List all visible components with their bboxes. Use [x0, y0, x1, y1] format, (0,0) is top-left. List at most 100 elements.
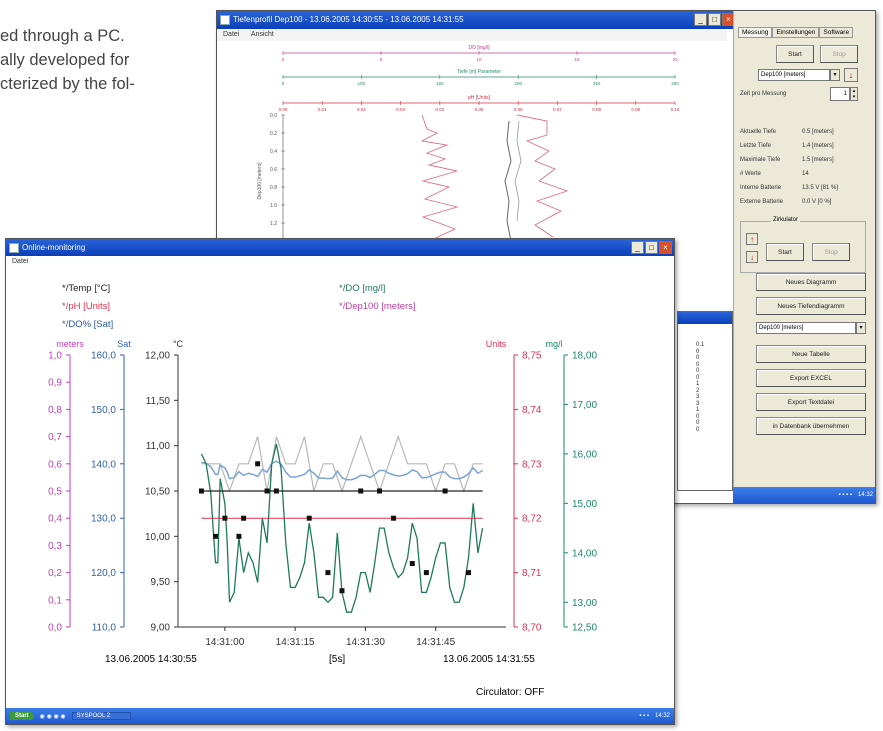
paragraph-line-2: ally developed for: [0, 48, 129, 72]
top-axis-tick-label: 0.04: [435, 107, 444, 112]
ph-axis-tick-label: 8,71: [522, 568, 542, 579]
start-button[interactable]: Start: [10, 712, 34, 720]
temp-axis-tick-label: 12,00: [145, 351, 170, 362]
dep-axis-tick-label: 0,5: [48, 487, 62, 498]
tray-icons: ▪ ▪ ▪ ▪: [838, 492, 852, 498]
info-label: Externe Batterie: [740, 199, 783, 205]
temp-axis-tick-label: 10,00: [145, 532, 170, 543]
table-cell: 0: [696, 427, 704, 434]
circulator-status: Circulator: OFF: [476, 687, 544, 698]
top-axis-tick-label: 0.01: [318, 107, 327, 112]
table-window: 0.1 0 0 0 0 0 1 2 3 3 1 0 0 0: [677, 311, 733, 491]
arrow-down-icon[interactable]: ↓: [746, 251, 758, 263]
data-marker: [424, 570, 429, 575]
data-marker: [222, 516, 227, 521]
new-diagram-button[interactable]: Neues Diagramm: [756, 273, 866, 291]
data-marker: [241, 516, 246, 521]
chevron-down-icon[interactable]: ▾: [830, 69, 840, 81]
sat-axis-tick-label: 110,0: [92, 623, 117, 634]
info-label: Aktuelle Tiefe: [740, 129, 776, 135]
sat-axis-tick-label: 140,0: [91, 459, 116, 470]
data-marker: [466, 570, 471, 575]
dep-axis-tick-label: 0,0: [48, 623, 62, 634]
ph-axis-tick-label: 8,74: [522, 405, 542, 416]
top-axis-tick-label: 250: [593, 81, 601, 86]
dep-axis-tick-label: 0,8: [48, 405, 62, 416]
series-dep100: [201, 437, 482, 491]
unit-mgl: mg/l: [545, 339, 562, 349]
interval-label: Zeit pro Messung: [740, 91, 786, 97]
minimize-button[interactable]: _: [694, 13, 707, 26]
info-value: 13.5 V [81 %]: [802, 185, 838, 191]
quick-launch-icons[interactable]: ◉ ◉ ◉ ◉: [40, 713, 66, 720]
top-axis-tick-label: 300: [671, 81, 679, 86]
paragraph-line-3: cterized by the fol-: [0, 72, 135, 96]
parameter-select-2[interactable]: Dep100 [meters]: [756, 322, 856, 334]
stop-button[interactable]: Stop: [820, 45, 858, 63]
taskbar-task[interactable]: SYSPOOL 2: [72, 712, 131, 720]
x-tick-label: 14:31:00: [205, 637, 244, 648]
data-marker: [340, 588, 345, 593]
table-title-bar[interactable]: [678, 312, 732, 324]
export-text-button[interactable]: Export Textdatei: [756, 393, 866, 411]
new-table-button[interactable]: Neue Tabelle: [756, 345, 866, 363]
info-label: Letzte Tiefe: [740, 143, 771, 149]
control-panel: Messung Einstellungen Software Start Sto…: [733, 11, 876, 504]
arrow-up-icon[interactable]: ↑: [746, 233, 758, 245]
data-marker: [391, 516, 396, 521]
export-excel-button[interactable]: Export EXCEL: [756, 369, 866, 387]
do-axis-tick-label: 13,00: [572, 598, 597, 609]
start-button[interactable]: Start: [776, 45, 814, 63]
dep-axis-tick-label: 0,9: [48, 378, 62, 389]
depth-tick-label: 0.8: [270, 185, 277, 191]
tab-einstellungen[interactable]: Einstellungen: [772, 27, 819, 38]
top-axis-tick-label: 5: [380, 57, 383, 62]
menu-ansicht[interactable]: Ansicht: [251, 31, 274, 38]
depth-axis-label: Dep100 [meters]: [257, 162, 263, 200]
top-axis-tick-label: 0.07: [553, 107, 562, 112]
do-axis-tick-label: 18,00: [572, 351, 597, 362]
depth-profile-chart: DO [mg/l] 0 5 10 15 20 Tiefe [m] Parameter 0 100…: [217, 41, 727, 251]
arrow-down-icon[interactable]: ↓: [844, 68, 858, 82]
do-axis-tick-label: 12,50: [572, 623, 597, 634]
temp-axis-tick-label: 9,50: [151, 577, 171, 588]
circulator-stop-button[interactable]: Stop: [812, 243, 850, 261]
top-axis-label: Tiefe [m] Parameter: [457, 69, 501, 75]
parameter-select[interactable]: Dep100 [meters]: [758, 69, 830, 81]
depth-tick-label: 1.2: [270, 221, 277, 227]
interval-spinner[interactable]: ▴ ▾: [850, 87, 858, 101]
online-monitoring-window: Online-monitoring _ □ × Datei */Temp [°C] …: [5, 238, 675, 725]
unit-sat: Sat: [117, 339, 131, 349]
tab-messung[interactable]: Messung: [738, 27, 772, 38]
do-axis-tick-label: 15,00: [572, 499, 597, 510]
back-clock: 14:32: [858, 492, 873, 498]
database-import-button[interactable]: in Datenbank übernehmen: [756, 417, 866, 435]
info-label: Maximale Tiefe: [740, 157, 780, 163]
data-marker: [307, 516, 312, 521]
profile-sat-line: [515, 121, 521, 221]
top-axis-tick-label: 150: [436, 81, 444, 86]
sat-axis-tick-label: 130,0: [91, 514, 116, 525]
dep-axis-tick-label: 0,3: [48, 541, 62, 552]
unit-ph: Units: [486, 339, 507, 349]
top-axis-tick-label: 0.00: [279, 107, 288, 112]
top-axis-tick-label: 15: [574, 57, 580, 62]
dep-axis-tick-label: 0,1: [48, 595, 62, 606]
maximize-button[interactable]: □: [708, 13, 721, 26]
back-taskbar: ▪ ▪ ▪ ▪ 14:32: [733, 487, 876, 503]
unit-temp: °C: [173, 339, 184, 349]
circulator-start-button[interactable]: Start: [766, 243, 804, 261]
menu-datei[interactable]: Datei: [223, 31, 239, 38]
interval-input[interactable]: 1: [830, 87, 850, 101]
temp-axis-tick-label: 11,50: [146, 396, 171, 407]
tab-software[interactable]: Software: [819, 27, 853, 38]
online-chart: 0,00,10,20,30,40,50,60,70,80,91,0110,012…: [6, 239, 674, 689]
data-marker: [325, 570, 330, 575]
new-depth-diagram-button[interactable]: Neues Tiefendiagramm: [756, 297, 866, 315]
do-axis-tick-label: 17,00: [572, 400, 597, 411]
chevron-down-icon[interactable]: ▾: [856, 322, 866, 334]
top-axis-tick-label: 0.06: [514, 107, 523, 112]
info-value: 1.4 [meters]: [802, 143, 834, 149]
top-axis-tick-label: 100: [358, 81, 366, 86]
sat-axis-tick-label: 160,0: [91, 351, 116, 362]
